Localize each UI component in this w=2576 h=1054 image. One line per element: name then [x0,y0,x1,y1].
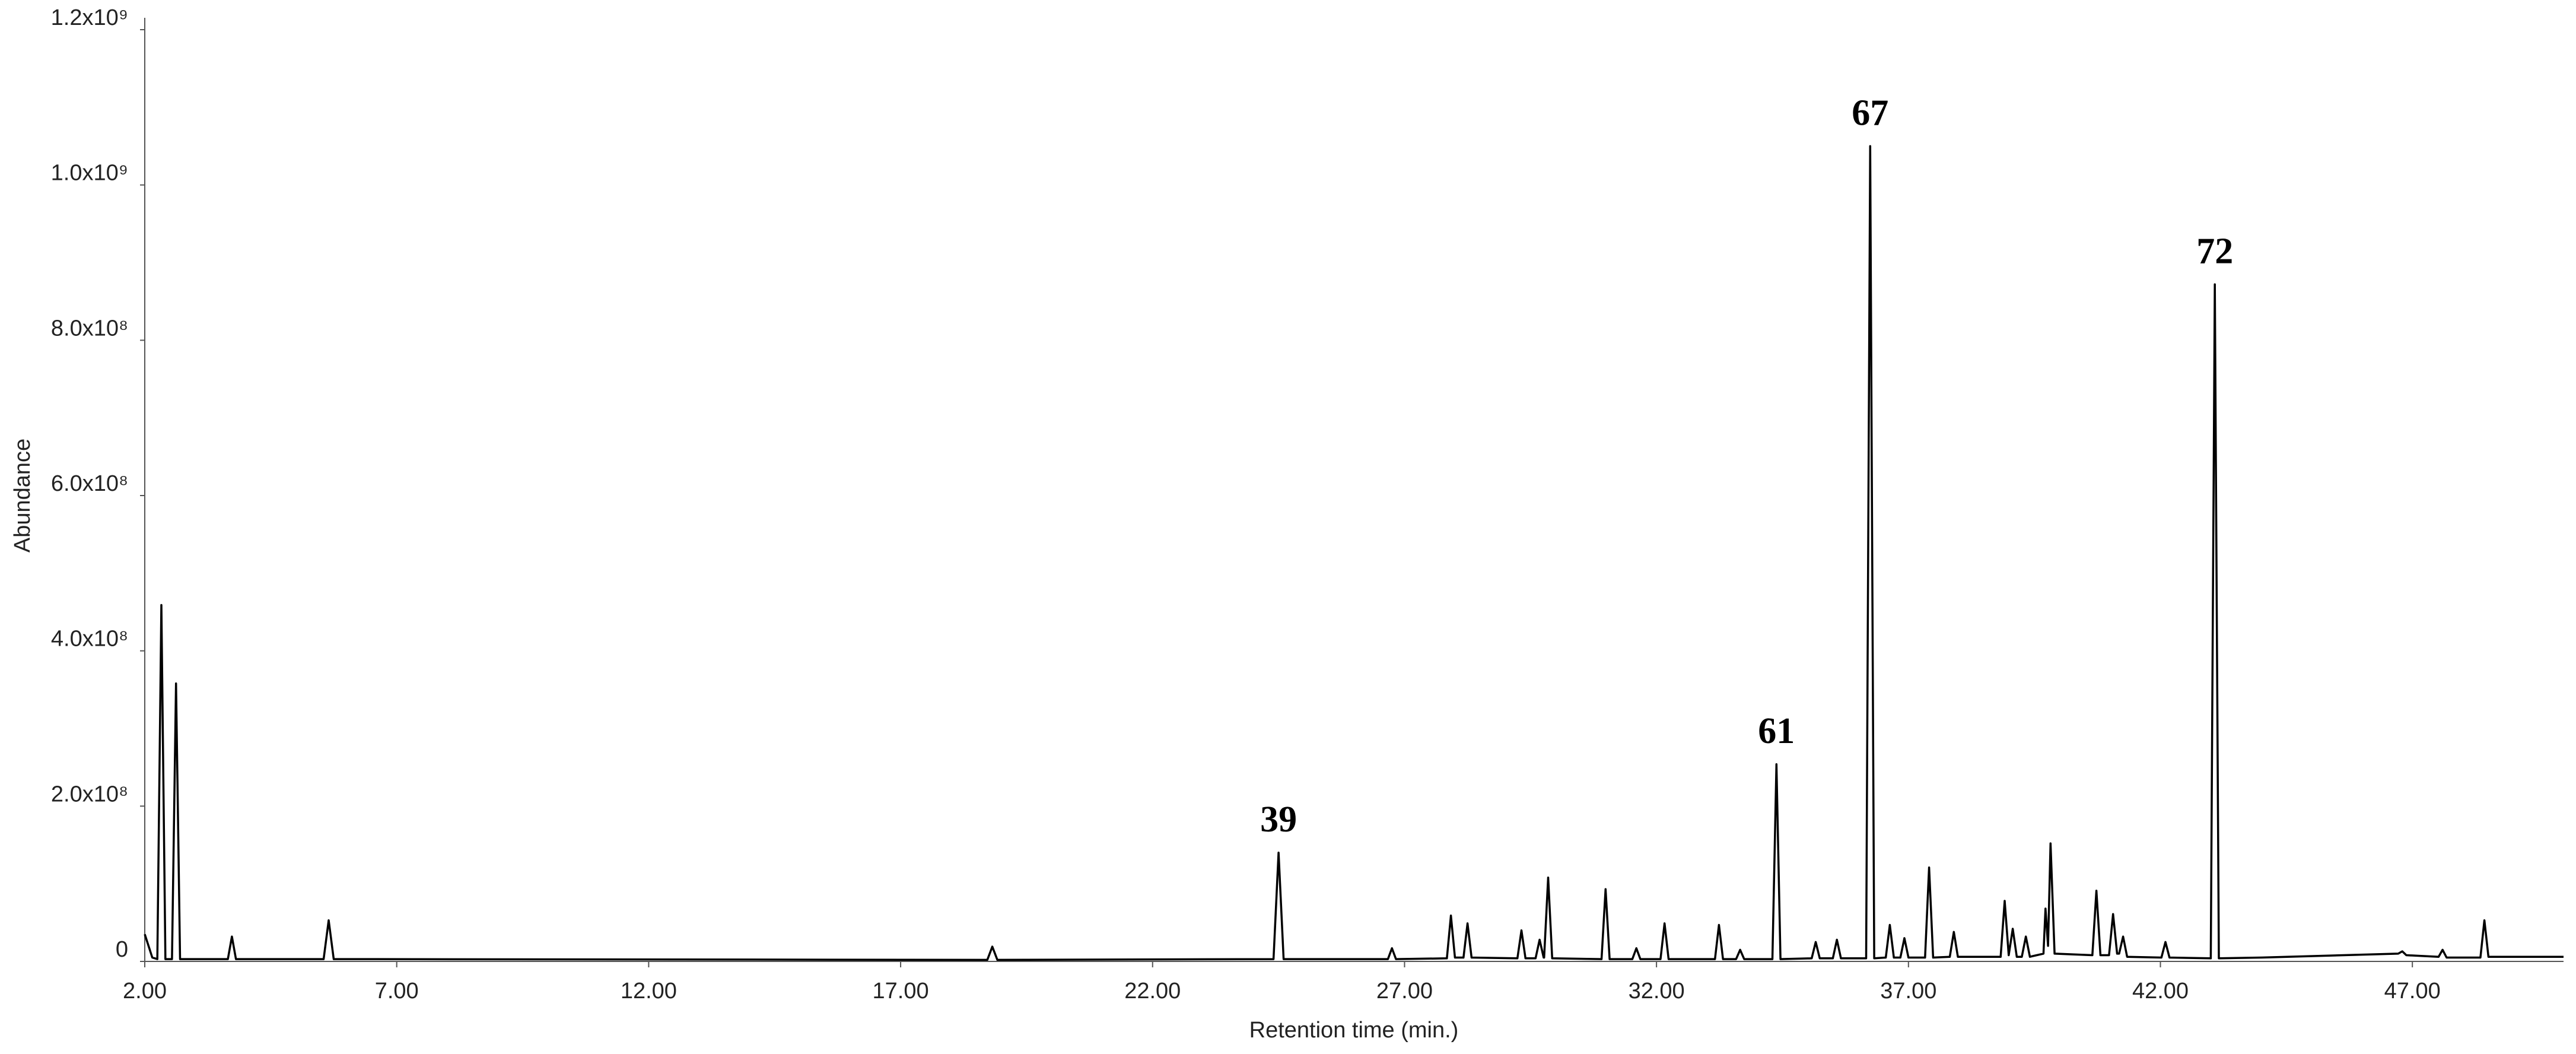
x-tick-label: 7.00 [375,979,419,1004]
x-tick-label: 42.00 [2132,979,2189,1004]
x-axis-label: Retention time (min.) [1249,1018,1459,1043]
peak-annotation: 72 [2196,231,2233,271]
peak-annotation: 67 [1852,93,1888,133]
y-tick-label: 1.0x10⁹ [51,161,128,186]
y-tick-label: 4.0x10⁸ [51,627,128,652]
x-tick-label: 47.00 [2384,979,2441,1004]
x-tick-label: 37.00 [1880,979,1936,1004]
chromatogram-line [144,145,2564,961]
peak-annotation: 39 [1260,799,1297,840]
x-tick-label: 22.00 [1124,979,1181,1004]
x-tick-label: 2.00 [123,979,167,1004]
y-tick-label: 8.0x10⁸ [51,316,128,341]
y-tick-label: 6.0x10⁸ [51,471,128,496]
x-tick-label: 17.00 [873,979,929,1004]
y-tick-label: 0 [116,937,128,962]
x-tick-label: 27.00 [1376,979,1433,1004]
y-tick-label: 2.0x10⁸ [51,782,128,807]
x-tick-label: 32.00 [1629,979,1685,1004]
y-tick-label: 1.2x10⁹ [51,5,128,30]
peak-annotation: 61 [1758,711,1795,751]
x-tick-label: 12.00 [621,979,677,1004]
y-axis-label: Abundance [10,439,35,553]
